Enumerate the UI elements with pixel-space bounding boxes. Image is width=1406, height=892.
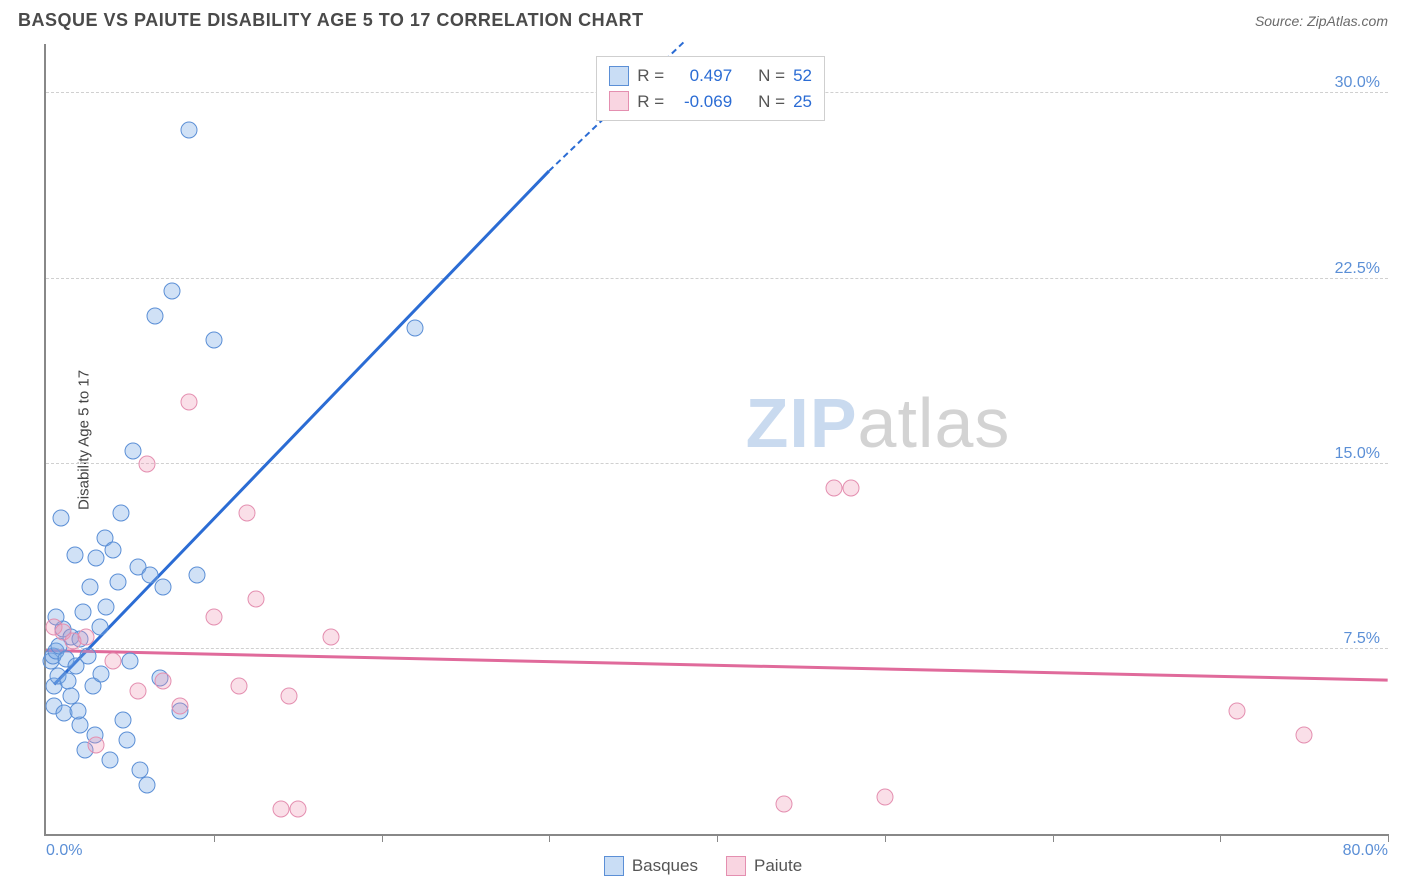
gridline-h: [46, 648, 1388, 649]
data-point: [118, 732, 135, 749]
xtick: [382, 834, 383, 842]
source-credit: Source: ZipAtlas.com: [1255, 13, 1388, 29]
xtick: [1388, 834, 1389, 842]
data-point: [239, 505, 256, 522]
legend-swatch: [604, 856, 624, 876]
data-point: [101, 751, 118, 768]
data-point: [130, 682, 147, 699]
data-point: [115, 712, 132, 729]
r-value: -0.069: [672, 89, 732, 115]
footer-legend: Basques Paiute: [0, 856, 1406, 876]
chart-title: BASQUE VS PAIUTE DISABILITY AGE 5 TO 17 …: [18, 10, 644, 31]
n-label: N =: [758, 89, 785, 115]
ytick-label: 7.5%: [1344, 630, 1380, 648]
plot-wrapper: Disability Age 5 to 17 7.5%15.0%22.5%30.…: [44, 44, 1388, 836]
data-point: [1296, 727, 1313, 744]
n-value: 52: [793, 63, 812, 89]
data-point: [81, 579, 98, 596]
data-point: [105, 653, 122, 670]
data-point: [180, 122, 197, 139]
legend-row: R = 0.497 N = 52: [609, 63, 812, 89]
data-point: [121, 653, 138, 670]
source-name: ZipAtlas.com: [1307, 13, 1388, 29]
data-point: [281, 687, 298, 704]
data-point: [180, 393, 197, 410]
xtick: [1220, 834, 1221, 842]
data-point: [172, 697, 189, 714]
data-point: [79, 648, 96, 665]
xtick: [214, 834, 215, 842]
data-point: [88, 549, 105, 566]
data-point: [289, 801, 306, 818]
plot-area: 7.5%15.0%22.5%30.0%0.0%80.0%ZIPatlasR =0…: [44, 44, 1388, 836]
trend-line: [46, 649, 1388, 681]
xtick: [885, 834, 886, 842]
data-point: [147, 307, 164, 324]
data-point: [1229, 702, 1246, 719]
footer-legend-item: Paiute: [726, 856, 802, 876]
legend-row: R = -0.069 N = 25: [609, 89, 812, 115]
data-point: [188, 566, 205, 583]
data-point: [407, 319, 424, 336]
data-point: [843, 480, 860, 497]
data-point: [98, 598, 115, 615]
data-point: [138, 455, 155, 472]
data-point: [205, 332, 222, 349]
series-name: Basques: [632, 856, 698, 876]
data-point: [138, 776, 155, 793]
data-point: [113, 505, 130, 522]
gridline-h: [46, 278, 1388, 279]
n-label: N =: [758, 63, 785, 89]
data-point: [88, 737, 105, 754]
chart-header: BASQUE VS PAIUTE DISABILITY AGE 5 TO 17 …: [0, 0, 1406, 37]
ytick-label: 22.5%: [1335, 260, 1380, 278]
data-point: [247, 591, 264, 608]
data-point: [110, 574, 127, 591]
data-point: [71, 717, 88, 734]
data-point: [230, 677, 247, 694]
gridline-h: [46, 463, 1388, 464]
data-point: [155, 579, 172, 596]
r-label: R =: [637, 89, 664, 115]
r-label: R =: [637, 63, 664, 89]
data-point: [826, 480, 843, 497]
correlation-legend: R = 0.497 N = 52 R = -0.069 N = 25: [596, 56, 825, 121]
data-point: [323, 628, 340, 645]
n-value: 25: [793, 89, 812, 115]
data-point: [53, 510, 70, 527]
data-point: [272, 801, 289, 818]
data-point: [155, 672, 172, 689]
legend-swatch: [609, 66, 629, 86]
data-point: [66, 547, 83, 564]
data-point: [131, 761, 148, 778]
data-point: [163, 282, 180, 299]
legend-swatch: [609, 91, 629, 111]
r-value: 0.497: [672, 63, 732, 89]
source-prefix: Source:: [1255, 13, 1307, 29]
data-point: [78, 628, 95, 645]
xtick: [549, 834, 550, 842]
ytick-label: 30.0%: [1335, 74, 1380, 92]
watermark: ZIPatlas: [746, 383, 1011, 463]
series-name: Paiute: [754, 856, 802, 876]
data-point: [776, 796, 793, 813]
legend-swatch: [726, 856, 746, 876]
data-point: [105, 542, 122, 559]
data-point: [876, 788, 893, 805]
xtick: [1053, 834, 1054, 842]
trend-line: [53, 170, 550, 685]
ytick-label: 15.0%: [1335, 445, 1380, 463]
xtick: [717, 834, 718, 842]
data-point: [205, 608, 222, 625]
data-point: [74, 603, 91, 620]
data-point: [69, 702, 86, 719]
footer-legend-item: Basques: [604, 856, 698, 876]
